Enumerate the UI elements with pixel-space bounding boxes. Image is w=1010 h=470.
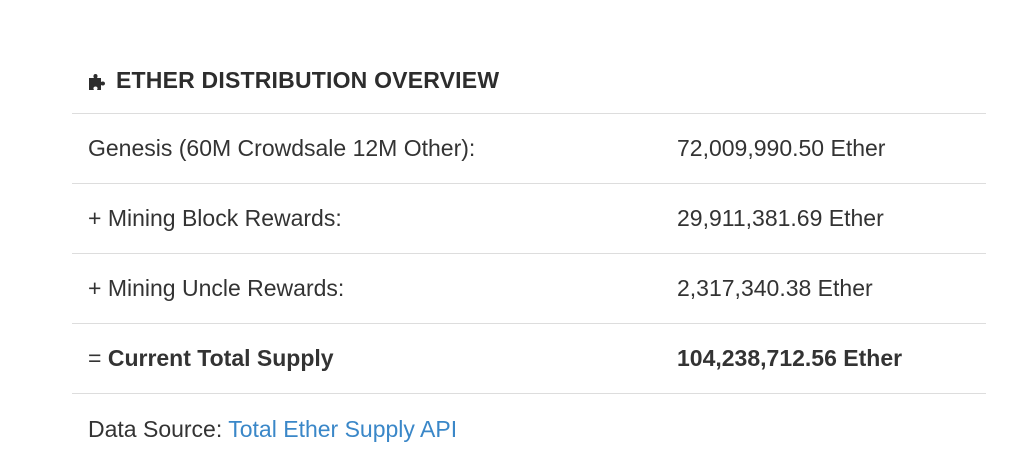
total-label-cell: = Current Total Supply xyxy=(72,323,661,394)
total-value: 104,238,712.56 Ether xyxy=(661,323,986,394)
table-row: + Mining Uncle Rewards: 2,317,340.38 Eth… xyxy=(72,253,986,324)
row-label: + Mining Block Rewards: xyxy=(72,183,661,254)
row-value: 29,911,381.69 Ether xyxy=(661,183,986,254)
row-label: Genesis (60M Crowdsale 12M Other): xyxy=(72,114,661,184)
ether-distribution-panel: ETHER DISTRIBUTION OVERVIEW Genesis (60M… xyxy=(72,54,986,464)
table-row: Genesis (60M Crowdsale 12M Other): 72,00… xyxy=(72,114,986,184)
total-prefix: = xyxy=(88,345,108,371)
table-row: + Mining Block Rewards: 29,911,381.69 Et… xyxy=(72,183,986,254)
total-label: Current Total Supply xyxy=(107,345,334,371)
total-ether-supply-api-link[interactable]: Total Ether Supply API xyxy=(228,415,458,442)
data-source: Data Source: Total Ether Supply API xyxy=(72,394,986,464)
table-row-total: = Current Total Supply 104,238,712.56 Et… xyxy=(72,323,986,394)
panel-title: ETHER DISTRIBUTION OVERVIEW xyxy=(116,67,500,93)
row-value: 72,009,990.50 Ether xyxy=(661,114,986,184)
data-source-label: Data Source: xyxy=(88,415,223,442)
row-value: 2,317,340.38 Ether xyxy=(661,253,986,324)
panel-heading: ETHER DISTRIBUTION OVERVIEW xyxy=(72,54,986,114)
distribution-table: Genesis (60M Crowdsale 12M Other): 72,00… xyxy=(72,114,986,394)
row-label: + Mining Uncle Rewards: xyxy=(72,253,661,324)
puzzle-piece-icon xyxy=(86,68,112,94)
